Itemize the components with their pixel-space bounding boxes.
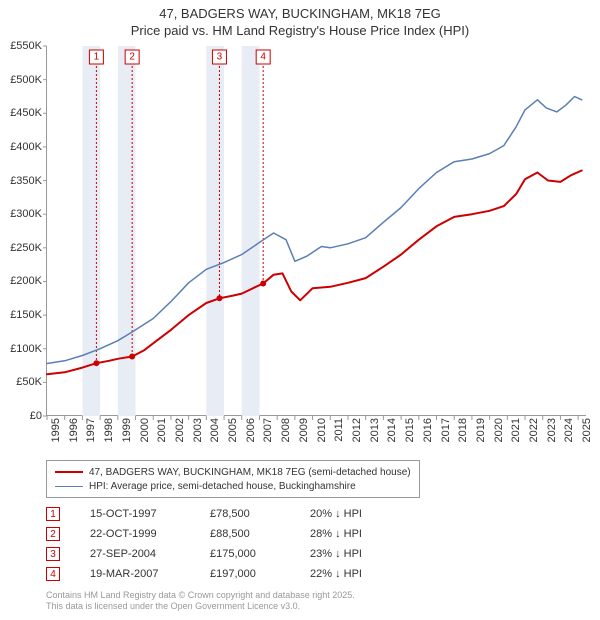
sales-row: 1 15-OCT-1997£78,50020% ↓ HPI xyxy=(46,504,430,524)
x-tick-label: 2022 xyxy=(528,418,540,452)
x-tick-label: 2008 xyxy=(280,418,292,452)
sales-table: 1 15-OCT-1997£78,50020% ↓ HPI 2 22-OCT-1999… xyxy=(46,504,430,584)
y-tick-label: £250K xyxy=(2,242,42,254)
x-tick-label: 2020 xyxy=(493,418,505,452)
sale-marker-number: 4 xyxy=(260,52,266,63)
x-tick-label: 2015 xyxy=(404,418,416,452)
x-tick-label: 2021 xyxy=(510,418,522,452)
legend-label: 47, BADGERS WAY, BUCKINGHAM, MK18 7EG (s… xyxy=(89,467,411,478)
sale-marker-number: 1 xyxy=(94,52,100,63)
x-tick-label: 2011 xyxy=(333,418,345,452)
sale-price: £78,500 xyxy=(210,508,310,520)
sale-point xyxy=(93,360,99,366)
y-tick-label: £100K xyxy=(2,343,42,355)
legend-swatch xyxy=(55,486,83,487)
sale-marker-icon: 4 xyxy=(46,567,60,581)
year-band xyxy=(242,46,260,416)
y-tick-label: £150K xyxy=(2,309,42,321)
title-line-1: 47, BADGERS WAY, BUCKINGHAM, MK18 7EG xyxy=(0,6,600,21)
attribution: Contains HM Land Registry data © Crown c… xyxy=(46,590,355,612)
sale-price: £197,000 xyxy=(210,568,310,580)
x-tick-label: 2004 xyxy=(209,418,221,452)
x-tick-label: 2017 xyxy=(440,418,452,452)
sale-point xyxy=(129,353,135,359)
sale-price: £175,000 xyxy=(210,548,310,560)
y-tick-label: £450K xyxy=(2,107,42,119)
legend-swatch xyxy=(55,471,83,473)
x-tick-label: 2025 xyxy=(581,418,593,452)
sales-row: 2 22-OCT-1999£88,50028% ↓ HPI xyxy=(46,524,430,544)
y-tick-label: £300K xyxy=(2,208,42,220)
y-tick-label: £0 xyxy=(2,410,42,422)
x-tick-label: 1997 xyxy=(85,418,97,452)
x-tick-label: 2019 xyxy=(475,418,487,452)
attribution-line-1: Contains HM Land Registry data © Crown c… xyxy=(46,590,355,601)
sale-date: 15-OCT-1997 xyxy=(90,508,210,520)
x-tick-label: 2001 xyxy=(156,418,168,452)
y-tick-label: £550K xyxy=(2,40,42,52)
sales-row: 3 27-SEP-2004£175,00023% ↓ HPI xyxy=(46,544,430,564)
x-tick-label: 2014 xyxy=(386,418,398,452)
legend-item: HPI: Average price, semi-detached house,… xyxy=(55,479,411,493)
y-tick-label: £500K xyxy=(2,74,42,86)
x-tick-label: 2016 xyxy=(422,418,434,452)
chart-plot-area: 1 2 3 4 xyxy=(46,46,586,416)
x-tick-label: 2013 xyxy=(369,418,381,452)
x-tick-label: 2007 xyxy=(262,418,274,452)
x-tick-label: 2024 xyxy=(563,418,575,452)
y-tick-label: £200K xyxy=(2,275,42,287)
sale-price: £88,500 xyxy=(210,528,310,540)
sale-diff: 28% ↓ HPI xyxy=(310,528,430,540)
y-tick-label: £400K xyxy=(2,141,42,153)
sale-date: 19-MAR-2007 xyxy=(90,568,210,580)
sale-date: 27-SEP-2004 xyxy=(90,548,210,560)
x-tick-label: 1996 xyxy=(68,418,80,452)
x-tick-label: 2010 xyxy=(316,418,328,452)
legend-label: HPI: Average price, semi-detached house,… xyxy=(89,481,356,492)
x-tick-label: 2002 xyxy=(174,418,186,452)
x-tick-label: 1995 xyxy=(50,418,62,452)
x-tick-label: 1998 xyxy=(103,418,115,452)
sale-date: 22-OCT-1999 xyxy=(90,528,210,540)
sale-marker-number: 3 xyxy=(217,52,223,63)
attribution-line-2: This data is licensed under the Open Gov… xyxy=(46,601,355,612)
year-band xyxy=(118,46,136,416)
title-line-2: Price paid vs. HM Land Registry's House … xyxy=(0,23,600,38)
y-tick-label: £350K xyxy=(2,175,42,187)
sale-diff: 20% ↓ HPI xyxy=(310,508,430,520)
sale-marker-icon: 3 xyxy=(46,547,60,561)
sale-point xyxy=(260,280,266,286)
legend: 47, BADGERS WAY, BUCKINGHAM, MK18 7EG (s… xyxy=(46,460,420,498)
x-tick-label: 2023 xyxy=(546,418,558,452)
x-tick-label: 1999 xyxy=(121,418,133,452)
x-tick-label: 2005 xyxy=(227,418,239,452)
sale-point xyxy=(216,295,222,301)
sale-marker-icon: 2 xyxy=(46,527,60,541)
sale-marker-icon: 1 xyxy=(46,507,60,521)
sale-diff: 22% ↓ HPI xyxy=(310,568,430,580)
year-band xyxy=(206,46,224,416)
chart-title: 47, BADGERS WAY, BUCKINGHAM, MK18 7EG Pr… xyxy=(0,0,600,38)
sale-diff: 23% ↓ HPI xyxy=(310,548,430,560)
x-tick-label: 2018 xyxy=(457,418,469,452)
x-tick-label: 2012 xyxy=(351,418,363,452)
x-tick-label: 2009 xyxy=(298,418,310,452)
chart-svg: 1 2 3 4 xyxy=(47,46,587,416)
sales-row: 4 19-MAR-2007£197,00022% ↓ HPI xyxy=(46,564,430,584)
y-tick-label: £50K xyxy=(2,376,42,388)
x-tick-label: 2006 xyxy=(245,418,257,452)
x-tick-label: 2000 xyxy=(139,418,151,452)
sale-marker-number: 2 xyxy=(129,52,135,63)
x-tick-label: 2003 xyxy=(192,418,204,452)
legend-item: 47, BADGERS WAY, BUCKINGHAM, MK18 7EG (s… xyxy=(55,465,411,479)
